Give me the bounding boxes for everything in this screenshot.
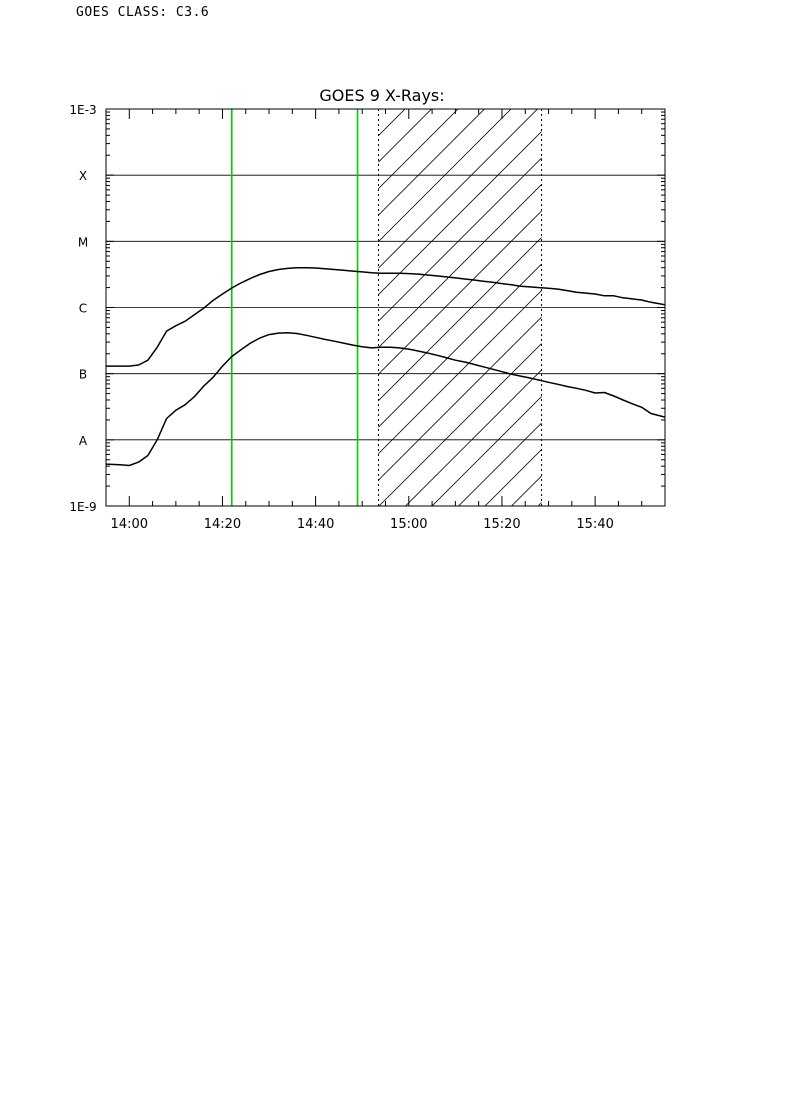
- marker-lines: [230, 109, 359, 506]
- y-tick-label: 1E-9: [69, 500, 96, 514]
- hatched-interval: [378, 109, 543, 506]
- hatch-line: [378, 130, 542, 296]
- hatch-line: [378, 236, 542, 402]
- axis-ticks: [105, 108, 666, 507]
- hatch-line: [378, 263, 542, 428]
- x-tick-label: 14:40: [297, 517, 334, 532]
- y-tick-label: C: [79, 302, 87, 316]
- x-tick-label: 14:00: [111, 517, 148, 532]
- hatch-line: [378, 210, 542, 375]
- goes-class-label: GOES CLASS: C3.6: [76, 5, 210, 20]
- hatch-pattern: [378, 109, 542, 506]
- y-tick-label: B: [79, 368, 87, 382]
- x-tick-label: 15:20: [483, 517, 520, 532]
- y-tick-label: M: [78, 235, 88, 249]
- x-tick-labels: 14:00 14:20 14:40 15:00 15:20 15:40: [111, 517, 614, 532]
- hatch-line: [378, 183, 542, 349]
- x-tick-label: 14:20: [204, 517, 241, 532]
- hatch-line: [378, 289, 542, 455]
- y-tick-label: A: [79, 434, 88, 448]
- hatch-line: [378, 316, 542, 481]
- hatch-line: [378, 109, 459, 190]
- hatch-line: [378, 342, 542, 506]
- hatch-line: [458, 422, 542, 506]
- hatch-line: [405, 369, 542, 506]
- x-tick-label: 15:40: [576, 517, 613, 532]
- hatch-line: [378, 109, 538, 269]
- grid-lines: [106, 174, 665, 441]
- hatch-line: [378, 157, 542, 322]
- hatch-line: [378, 109, 512, 243]
- x-tick-label: 15:00: [390, 517, 427, 532]
- series-group: [106, 266, 665, 467]
- y-tick-labels: 1E-3 X M C B A 1E-9: [69, 103, 96, 514]
- hatch-line: [378, 109, 485, 216]
- series-line-1: [106, 266, 665, 367]
- y-tick-label: X: [79, 169, 87, 183]
- series-line-2: [106, 332, 665, 467]
- hatch-line: [431, 395, 542, 506]
- y-tick-label: 1E-3: [69, 103, 96, 117]
- chart-title: GOES 9 X-Rays:: [319, 86, 444, 105]
